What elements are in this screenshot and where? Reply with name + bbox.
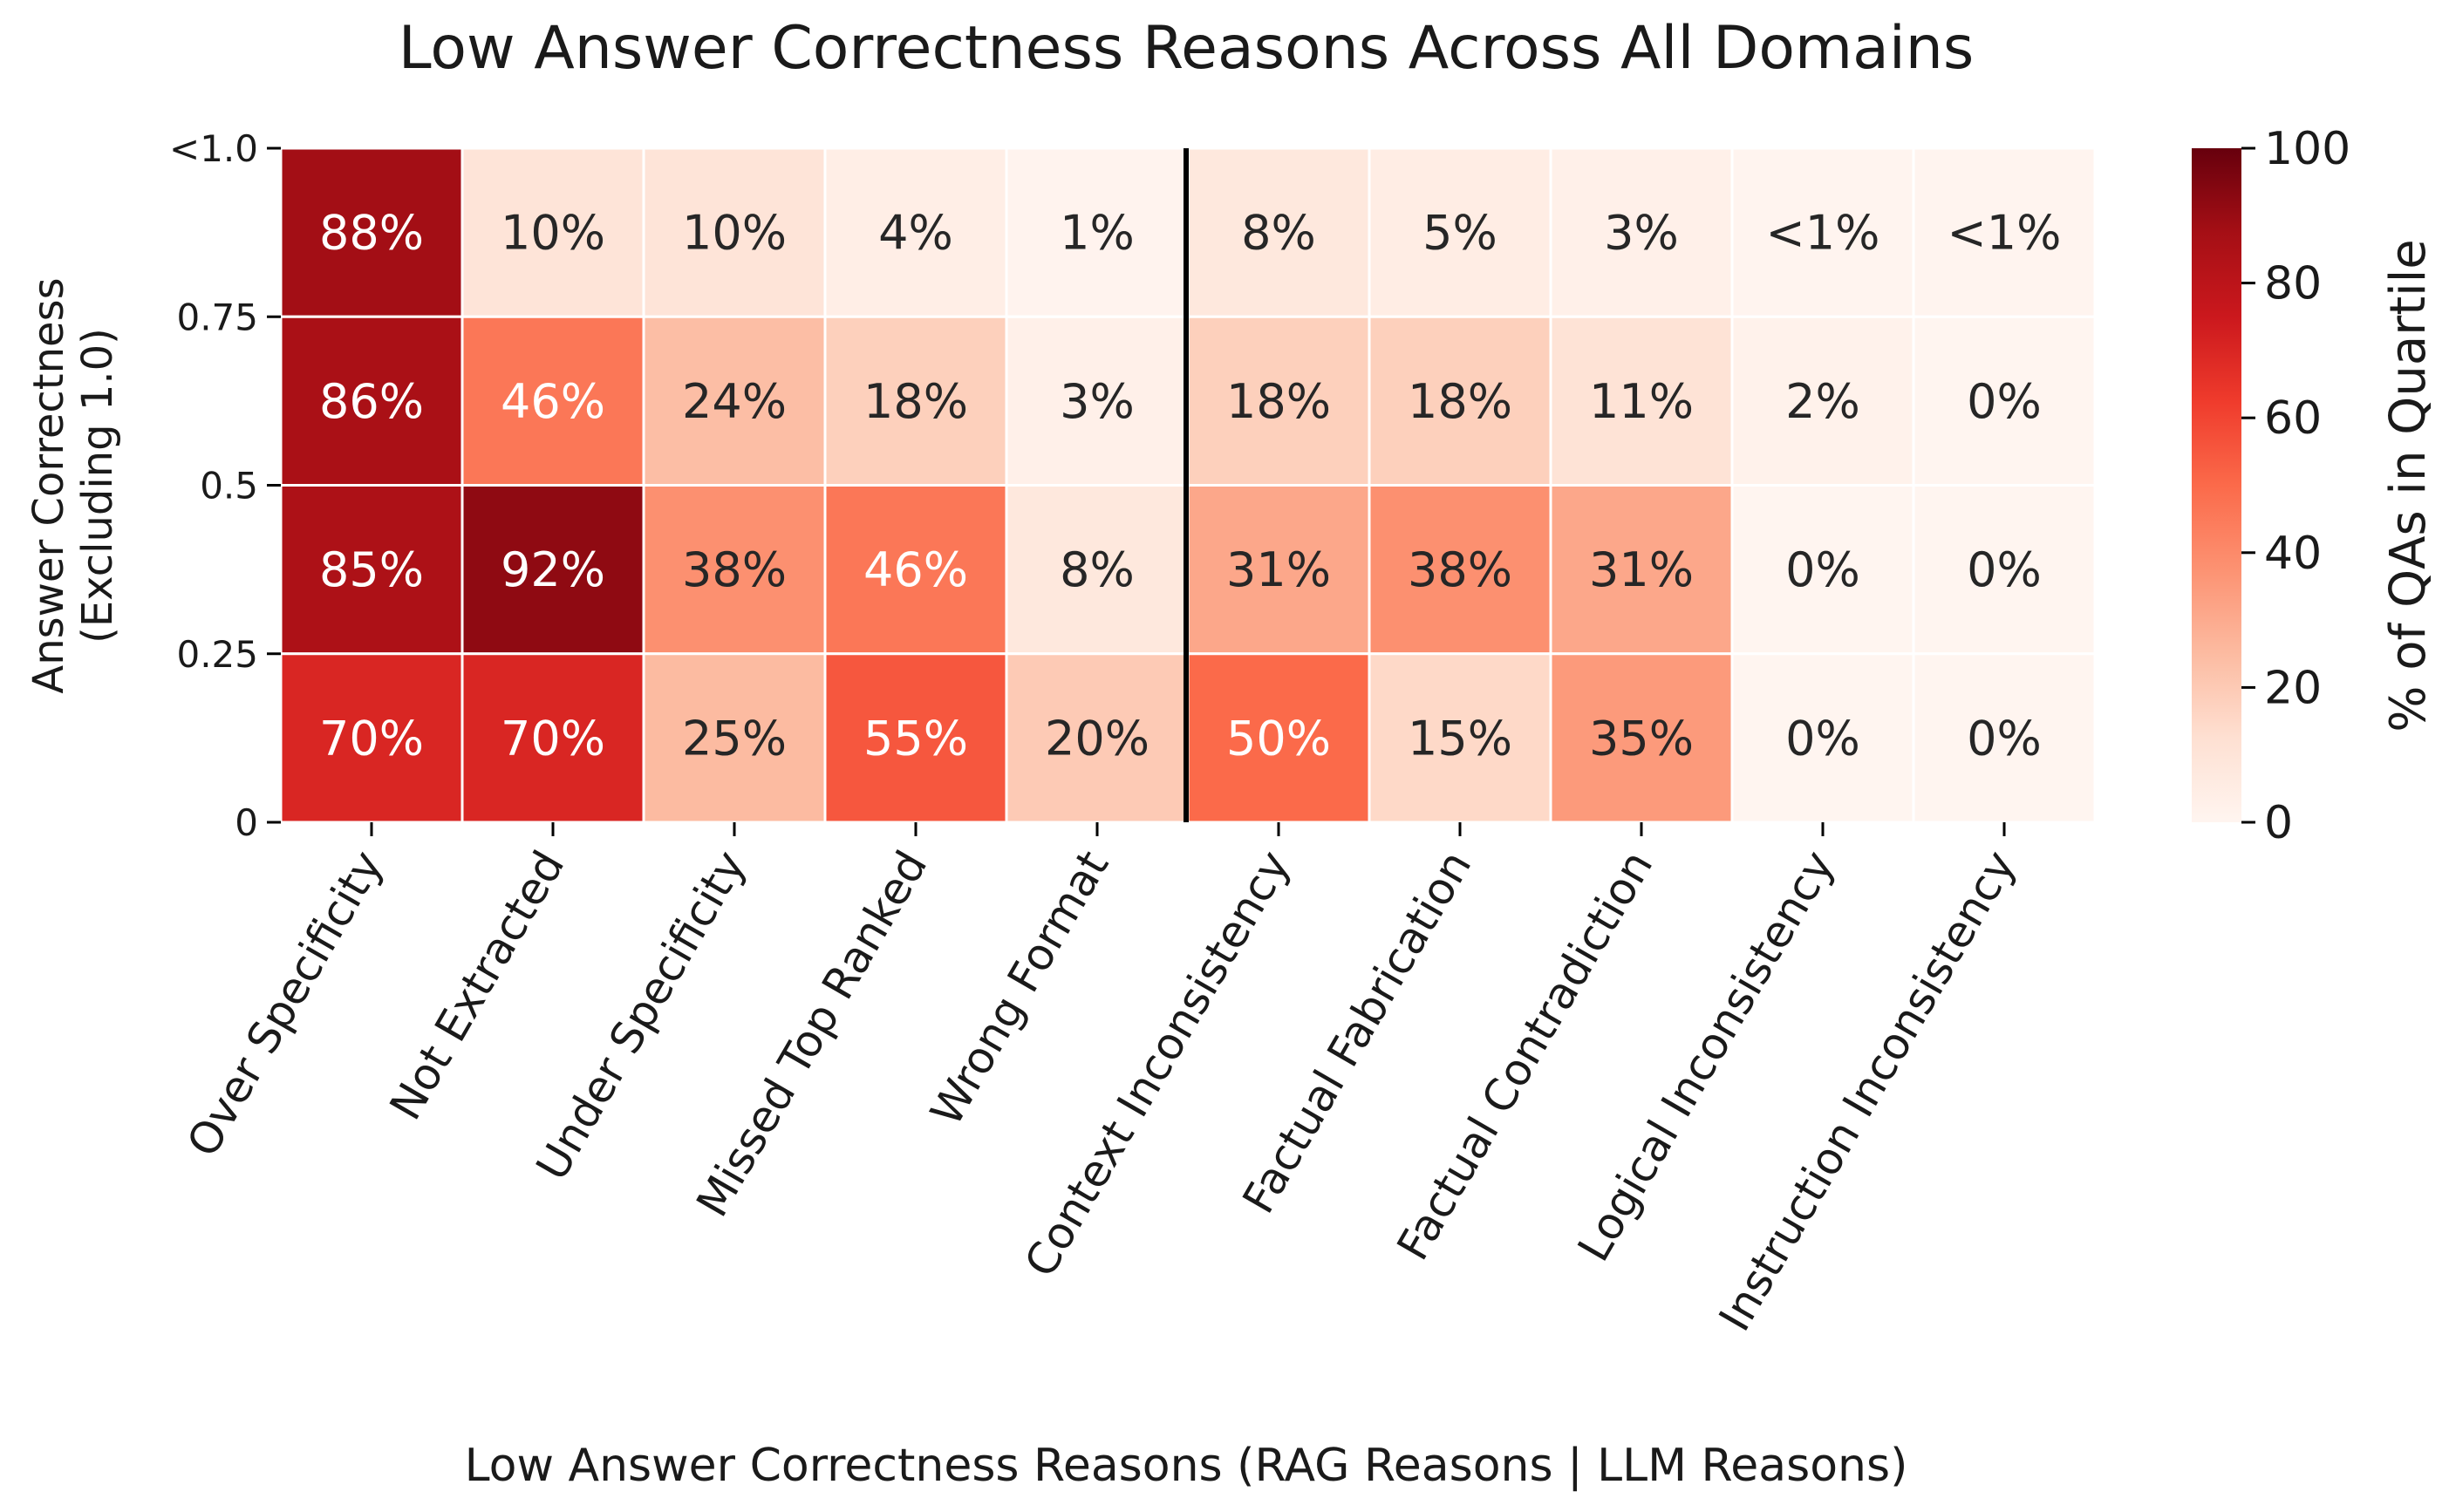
heatmap-cell (1368, 315, 1552, 487)
heatmap-cell (1730, 652, 1915, 824)
cell-value-label: 46% (863, 542, 968, 597)
cell-value-label: 3% (1060, 374, 1135, 429)
heatmap-cell (1186, 146, 1371, 318)
cell-value-label: 18% (863, 374, 968, 429)
cell-value-label: 3% (1604, 206, 1679, 261)
cell-value-label: 4% (878, 206, 953, 261)
colorbar-tick-label: 100 (2264, 123, 2350, 175)
y-tick-label: 0.25 (176, 633, 258, 676)
heatmap-cell (1549, 484, 1734, 656)
heatmap-cell (1912, 146, 2097, 318)
cell-value-label: 70% (501, 711, 605, 766)
cell-value-label: 0% (1967, 711, 2042, 766)
heatmap-cell (642, 484, 827, 656)
heatmap-cell (1186, 652, 1371, 824)
heatmap-cell (642, 146, 827, 318)
cell-value-label: 24% (682, 374, 787, 429)
colorbar-label: % of QAs in Quartile (2380, 239, 2437, 732)
colorbar-ticks: 0 20 40 60 80 100 (2241, 123, 2350, 849)
cell-value-label: 50% (1226, 711, 1331, 766)
cell-value-label: 8% (1241, 206, 1316, 261)
heatmap-cell (1912, 315, 2097, 487)
heatmap-cells (279, 146, 2097, 824)
heatmap-cell (460, 146, 645, 318)
cell-value-label: 35% (1589, 711, 1694, 766)
cell-value-label: 31% (1589, 542, 1694, 597)
x-tick-label: Under Specificity (527, 842, 756, 1188)
cell-value-label: 0% (1785, 711, 1860, 766)
cell-value-label: 38% (682, 542, 787, 597)
colorbar-tick-label: 80 (2264, 258, 2322, 310)
heatmap-cell (1549, 315, 1734, 487)
heatmap-cell (823, 315, 1008, 487)
cell-value-label: 31% (1226, 542, 1331, 597)
cell-value-label: 38% (1408, 542, 1512, 597)
cell-value-label: 70% (319, 711, 424, 766)
cell-value-label: 0% (1967, 542, 2042, 597)
cell-value-label: 5% (1422, 206, 1497, 261)
heatmap-cell (1549, 146, 1734, 318)
colorbar-tick-label: 40 (2264, 528, 2322, 580)
cell-value-label: <1% (1948, 206, 2062, 261)
chart-title: Low Answer Correctness Reasons Across Al… (399, 14, 1975, 83)
cell-value-label: 11% (1589, 374, 1694, 429)
cell-value-label: 55% (863, 711, 968, 766)
y-tick-label: <1.0 (169, 127, 258, 170)
cell-value-label: 85% (319, 542, 424, 597)
x-axis-label: Low Answer Correctness Reasons (RAG Reas… (465, 1440, 1908, 1492)
x-tick-label: Wrong Format (921, 842, 1119, 1134)
cell-value-label: 46% (501, 374, 605, 429)
y-axis-label: Answer Correctness (Excluding 1.0) (24, 277, 122, 693)
cell-value-label: 15% (1408, 711, 1512, 766)
cell-value-label: 0% (1967, 374, 2042, 429)
heatmap-cell-labels: 88% 10% 10% 4% 1% 8% 5% 3% <1% <1% 86% 46% 24% 18% 3% 1… (319, 206, 2061, 766)
heatmap-cell (1005, 484, 1190, 656)
cell-value-label: 2% (1785, 374, 1860, 429)
cell-value-label: 0% (1785, 542, 1860, 597)
heatmap-cell (1730, 484, 1915, 656)
colorbar (2192, 148, 2241, 822)
heatmap-cell (1912, 484, 2097, 656)
cell-value-label: <1% (1766, 206, 1880, 261)
x-tick-label: Over Specificity (177, 842, 392, 1165)
y-tick-label: 0.75 (176, 296, 258, 338)
heatmap-cell (1549, 652, 1734, 824)
heatmap-cell (1368, 652, 1552, 824)
y-axis-label-line1: Answer Correctness (24, 277, 73, 693)
heatmap-cell (279, 146, 464, 318)
cell-value-label: 10% (682, 206, 787, 261)
cell-value-label: 10% (501, 206, 605, 261)
cell-value-label: 18% (1408, 374, 1512, 429)
cell-value-label: 86% (319, 374, 424, 429)
x-tick-label: Not Extracted (380, 842, 575, 1128)
heatmap-cell (279, 652, 464, 824)
cell-value-label: 8% (1060, 542, 1135, 597)
colorbar-tick-label: 0 (2264, 797, 2293, 849)
cell-value-label: 1% (1060, 206, 1135, 261)
y-tick-label: 0 (235, 801, 258, 844)
cell-value-label: 92% (501, 542, 605, 597)
cell-value-label: 25% (682, 711, 787, 766)
heatmap-cell (1368, 484, 1552, 656)
heatmap-cell (1912, 652, 2097, 824)
colorbar-tick-label: 20 (2264, 662, 2322, 714)
heatmap-cell (1730, 315, 1915, 487)
colorbar-tick-label: 60 (2264, 392, 2322, 445)
heatmap-cell (279, 484, 464, 656)
heatmap-cell (460, 315, 645, 487)
y-axis: <1.0 0.75 0.5 0.25 0 (169, 127, 281, 844)
heatmap-cell (823, 146, 1008, 318)
cell-value-label: 20% (1045, 711, 1149, 766)
heatmap-cell (460, 484, 645, 656)
y-tick-label: 0.5 (200, 465, 258, 507)
cell-value-label: 88% (319, 206, 424, 261)
cell-value-label: 18% (1226, 374, 1331, 429)
y-axis-label-line2: (Excluding 1.0) (73, 328, 122, 644)
